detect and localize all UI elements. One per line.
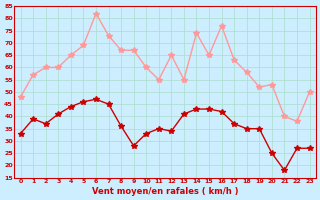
X-axis label: Vent moyen/en rafales ( km/h ): Vent moyen/en rafales ( km/h ) [92, 187, 238, 196]
